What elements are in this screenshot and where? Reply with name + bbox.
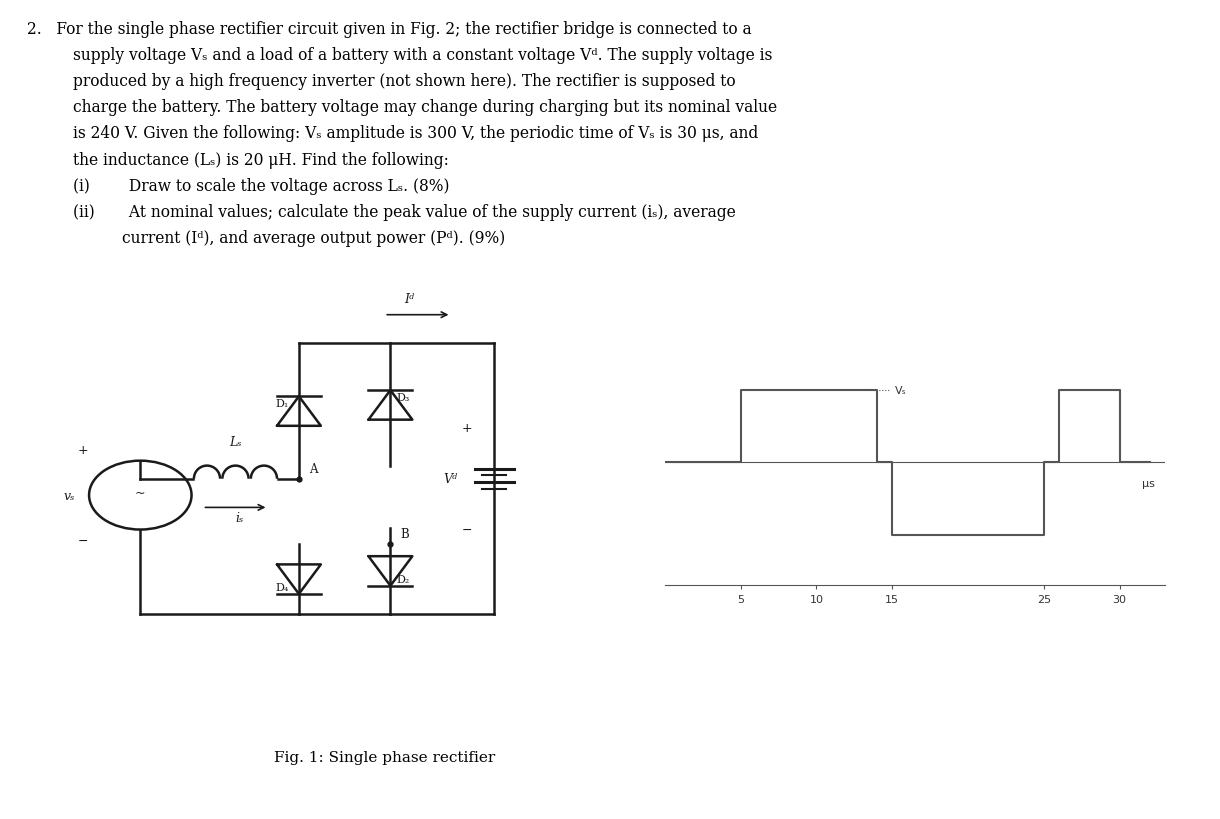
Text: 2.   For the single phase rectifier circuit given in Fig. 2; the rectifier bridg: 2. For the single phase rectifier circui… [27,20,752,38]
Text: is 240 V. Given the following: Vₛ amplitude is 300 V, the periodic time of Vₛ is: is 240 V. Given the following: Vₛ amplit… [73,125,759,143]
Text: charge the battery. The battery voltage may change during charging but its nomin: charge the battery. The battery voltage … [73,99,777,116]
Text: A: A [309,462,317,475]
Text: −: − [462,523,472,536]
Text: iₛ: iₛ [235,512,243,525]
Text: D₃: D₃ [396,392,410,402]
Text: produced by a high frequency inverter (not shown here). The rectifier is suppose: produced by a high frequency inverter (n… [73,73,736,90]
Text: −: − [78,534,88,547]
Text: vₛ: vₛ [63,489,74,502]
Text: (ii)       At nominal values; calculate the peak value of the supply current (iₛ: (ii) At nominal values; calculate the pe… [73,204,736,221]
Text: Iᵈ: Iᵈ [404,292,414,305]
Text: (i)        Draw to scale the voltage across Lₛ. (8%): (i) Draw to scale the voltage across Lₛ.… [73,178,450,195]
Text: D₄: D₄ [276,582,289,593]
Text: +: + [462,422,472,435]
Text: ~: ~ [135,486,145,500]
Text: Fig. 1: Single phase rectifier: Fig. 1: Single phase rectifier [273,750,495,765]
Text: supply voltage Vₛ and a load of a battery with a constant voltage Vᵈ. The supply: supply voltage Vₛ and a load of a batter… [73,47,772,64]
Text: Vₛ: Vₛ [895,386,906,396]
Text: the inductance (Lₛ) is 20 μH. Find the following:: the inductance (Lₛ) is 20 μH. Find the f… [73,152,449,169]
Text: Lₛ: Lₛ [229,435,242,448]
Text: D₂: D₂ [396,574,410,585]
Text: B: B [400,527,409,541]
Text: +: + [78,444,88,457]
Text: Vᵈ: Vᵈ [444,473,458,486]
Text: μs: μs [1142,478,1155,489]
Text: D₁: D₁ [276,398,289,409]
Text: current (Iᵈ), and average output power (Pᵈ). (9%): current (Iᵈ), and average output power (… [122,230,505,247]
